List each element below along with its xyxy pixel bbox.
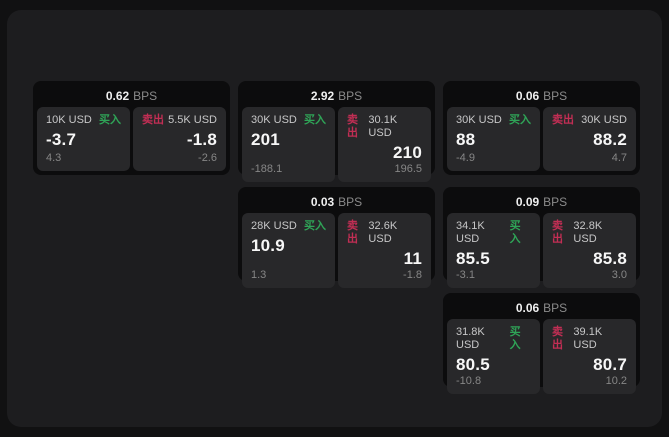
sell-side-label: 卖出: [347, 114, 358, 139]
sell-quote-tile[interactable]: 卖出 32.6K USD 11 -1.8: [338, 213, 431, 288]
bps-unit-label: BPS: [133, 89, 158, 103]
buy-price: -3.7: [46, 130, 77, 149]
sell-side-label: 卖出: [552, 326, 563, 351]
sell-quote-tile[interactable]: 卖出 5.5K USD -1.8 -2.6: [133, 107, 226, 171]
sell-amount: 30K USD: [581, 114, 627, 126]
buy-quote-tile[interactable]: 30K USD 买入 88 -4.9: [447, 107, 540, 171]
buy-quote-tile[interactable]: 10K USD 买入 -3.7 4.3: [37, 107, 130, 171]
bps-unit-label: BPS: [338, 195, 363, 209]
buy-amount: 28K USD: [251, 220, 297, 232]
buy-sub-value: -4.9: [456, 152, 475, 164]
quote-tiles: 28K USD 买入 10.9 1.3 卖出 32.6K USD 11 -1.8: [242, 213, 431, 288]
sell-side-label: 卖出: [552, 114, 574, 126]
sell-price: 88.2: [593, 130, 627, 149]
bps-unit-label: BPS: [543, 195, 568, 209]
sell-price: 210: [393, 143, 422, 162]
sell-quote-tile[interactable]: 卖出 39.1K USD 80.7 10.2: [543, 319, 636, 394]
buy-price: 80.5: [456, 355, 490, 374]
quote-tiles: 34.1K USD 买入 85.5 -3.1 卖出 32.8K USD 85.8…: [447, 213, 636, 288]
buy-amount: 10K USD: [46, 114, 92, 126]
sell-price: -1.8: [186, 130, 217, 149]
buy-side-label: 买入: [304, 114, 326, 126]
buy-price: 10.9: [251, 236, 285, 255]
quote-card: 0.03 BPS 28K USD 买入 10.9 1.3 卖出 32.6K US…: [238, 187, 435, 288]
quote-tiles: 31.8K USD 买入 80.5 -10.8 卖出 39.1K USD 80.…: [447, 319, 636, 394]
dashboard-panel: 0.62 BPS 10K USD 买入 -3.7 4.3 卖出 5.5K USD…: [7, 10, 662, 427]
sell-sub-value: 3.0: [611, 269, 627, 281]
buy-amount: 31.8K USD: [456, 326, 485, 351]
sell-side-label: 卖出: [142, 114, 164, 126]
buy-sub-value: -3.1: [456, 269, 475, 281]
bps-value: 0.06: [515, 89, 540, 103]
buy-price: 201: [251, 130, 280, 149]
quote-card: 0.06 BPS 30K USD 买入 88 -4.9 卖出 30K USD 8…: [443, 81, 640, 175]
sell-sub-value: -1.8: [403, 269, 422, 281]
buy-side-label: 买入: [509, 114, 531, 126]
bps-unit-label: BPS: [543, 89, 568, 103]
bps-value: 0.62: [105, 89, 130, 103]
bps-header: 0.03 BPS: [242, 191, 431, 213]
sell-side-label: 卖出: [347, 220, 358, 245]
buy-side-label: 买入: [509, 220, 521, 245]
buy-side-label: 买入: [304, 220, 326, 232]
buy-price: 85.5: [456, 249, 490, 268]
buy-amount: 30K USD: [456, 114, 502, 126]
sell-amount: 5.5K USD: [168, 114, 217, 126]
bps-unit-label: BPS: [543, 301, 568, 315]
sell-sub-value: 4.7: [611, 152, 627, 164]
quote-card: 0.09 BPS 34.1K USD 买入 85.5 -3.1 卖出 32.8K…: [443, 187, 640, 288]
quote-tiles: 30K USD 买入 201 -188.1 卖出 30.1K USD 210 1…: [242, 107, 431, 182]
bps-value: 0.09: [515, 195, 540, 209]
bps-header: 0.06 BPS: [447, 297, 636, 319]
bps-header: 0.06 BPS: [447, 85, 636, 107]
sell-amount: 32.6K USD: [368, 220, 398, 245]
buy-price: 88: [456, 130, 476, 149]
sell-amount: 32.8K USD: [573, 220, 603, 245]
sell-quote-tile[interactable]: 卖出 30.1K USD 210 196.5: [338, 107, 431, 182]
buy-quote-tile[interactable]: 34.1K USD 买入 85.5 -3.1: [447, 213, 540, 288]
bps-header: 0.62 BPS: [37, 85, 226, 107]
bps-header: 2.92 BPS: [242, 85, 431, 107]
buy-amount: 34.1K USD: [456, 220, 485, 245]
buy-quote-tile[interactable]: 30K USD 买入 201 -188.1: [242, 107, 335, 182]
quote-card: 0.62 BPS 10K USD 买入 -3.7 4.3 卖出 5.5K USD…: [33, 81, 230, 175]
quote-tiles: 30K USD 买入 88 -4.9 卖出 30K USD 88.2 4.7: [447, 107, 636, 171]
sell-side-label: 卖出: [552, 220, 563, 245]
quote-tiles: 10K USD 买入 -3.7 4.3 卖出 5.5K USD -1.8 -2.…: [37, 107, 226, 171]
bps-value: 0.03: [310, 195, 335, 209]
sell-quote-tile[interactable]: 卖出 32.8K USD 85.8 3.0: [543, 213, 636, 288]
buy-sub-value: -10.8: [456, 375, 482, 387]
buy-sub-value: 1.3: [251, 269, 267, 281]
buy-side-label: 买入: [99, 114, 121, 126]
buy-quote-tile[interactable]: 28K USD 买入 10.9 1.3: [242, 213, 335, 288]
quote-card: 2.92 BPS 30K USD 买入 201 -188.1 卖出 30.1K …: [238, 81, 435, 182]
sell-sub-value: -2.6: [198, 152, 217, 164]
sell-amount: 30.1K USD: [368, 114, 398, 139]
buy-side-label: 买入: [509, 326, 521, 351]
buy-sub-value: 4.3: [46, 152, 62, 164]
buy-amount: 30K USD: [251, 114, 297, 126]
bps-value: 2.92: [310, 89, 335, 103]
bps-value: 0.06: [515, 301, 540, 315]
bps-header: 0.09 BPS: [447, 191, 636, 213]
bps-unit-label: BPS: [338, 89, 363, 103]
sell-price: 80.7: [593, 355, 627, 374]
sell-amount: 39.1K USD: [573, 326, 603, 351]
sell-sub-value: 10.2: [605, 375, 627, 387]
sell-price: 85.8: [593, 249, 627, 268]
sell-quote-tile[interactable]: 卖出 30K USD 88.2 4.7: [543, 107, 636, 171]
sell-price: 11: [403, 249, 422, 268]
buy-quote-tile[interactable]: 31.8K USD 买入 80.5 -10.8: [447, 319, 540, 394]
sell-sub-value: 196.5: [394, 163, 422, 175]
quote-card: 0.06 BPS 31.8K USD 买入 80.5 -10.8 卖出 39.1…: [443, 293, 640, 394]
buy-sub-value: -188.1: [251, 163, 283, 175]
